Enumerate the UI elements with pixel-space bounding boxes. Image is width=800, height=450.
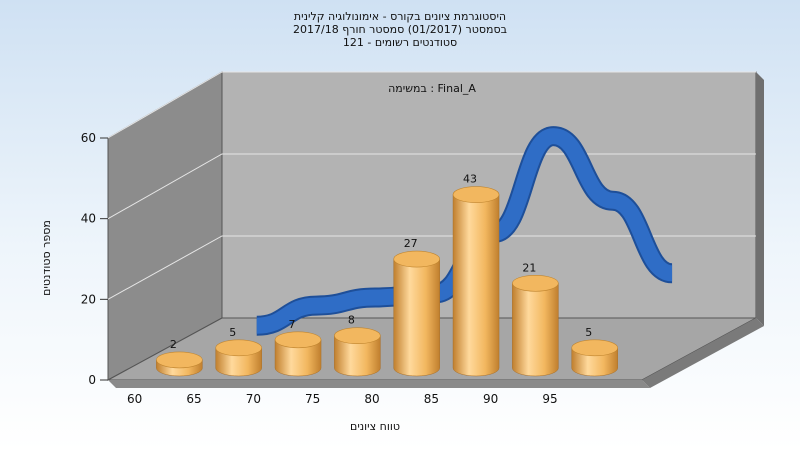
bar-body (274, 339, 322, 377)
bar-value-label: 5 (229, 326, 236, 339)
bar-top (215, 339, 262, 357)
bars: 2 5 7 8 27 43 21 5 (156, 173, 619, 377)
bar: 7 (274, 318, 322, 377)
x-tick-label: 70 (246, 392, 261, 406)
x-tick-label: 90 (483, 392, 498, 406)
bar-value-label: 43 (463, 173, 477, 186)
title-line-semester: בסמסטר (01/2017) סמסטר חורף 2017/18 (293, 23, 507, 36)
grid-line (107, 235, 756, 300)
bar-value-label: 7 (289, 318, 296, 331)
bar-top (156, 351, 203, 369)
y-tick-label: 60 (81, 131, 96, 145)
bar-top (274, 331, 322, 349)
x-axis-title: טווח ציונים (350, 420, 400, 433)
x-axis: 60 65 70 75 80 85 90 95 (127, 392, 558, 406)
bar-body (512, 283, 559, 377)
bar-body (452, 194, 500, 377)
x-tick-label: 80 (364, 392, 379, 406)
bar: 27 (393, 237, 441, 377)
bar-top (393, 250, 441, 268)
bar-top (452, 186, 500, 203)
y-tick-label: 40 (81, 212, 96, 226)
y-tick-label: 0 (88, 373, 96, 387)
bar-value-label: 27 (404, 237, 418, 250)
chart-right-bevel (756, 72, 764, 326)
y-axis-title: מספר סטודנטים (40, 220, 53, 296)
y-tick-label: 20 (81, 292, 96, 306)
x-tick-label: 75 (305, 392, 320, 406)
title-line-course: היסטוגרמת ציונים בקורס - אימונולוגיה קלי… (293, 10, 507, 23)
grid-line (107, 71, 756, 139)
bar: 5 (215, 326, 262, 377)
bar: 43 (452, 173, 500, 377)
bar-body (334, 335, 381, 377)
title-line-students: סטודנטים רשומים - 121 (342, 36, 458, 49)
chart-title: היסטוגרמת ציונים בקורס - אימונולוגיה קלי… (250, 10, 550, 49)
bar-value-label: 21 (522, 261, 536, 274)
chart-floor-side-bevel (642, 318, 764, 388)
x-tick-label: 65 (186, 392, 201, 406)
bar-top (512, 274, 559, 292)
x-tick-label: 60 (127, 392, 142, 406)
bar: 21 (512, 261, 559, 377)
bar: 2 (156, 338, 203, 377)
bar-top (571, 339, 619, 357)
x-tick-label: 95 (542, 392, 557, 406)
bar-value-label: 8 (348, 314, 355, 327)
bar-value-label: 5 (585, 326, 592, 339)
x-tick-label: 85 (424, 392, 439, 406)
bar-value-label: 2 (170, 338, 177, 351)
chart-floor-bevel (108, 380, 650, 388)
y-axis: 0 20 40 60 (81, 131, 108, 387)
bar-body (393, 258, 440, 377)
bar: 5 (571, 326, 619, 377)
chart-annotation: במשימה : Final_A (388, 82, 476, 95)
bar: 8 (334, 314, 381, 377)
bar-top (334, 327, 381, 345)
